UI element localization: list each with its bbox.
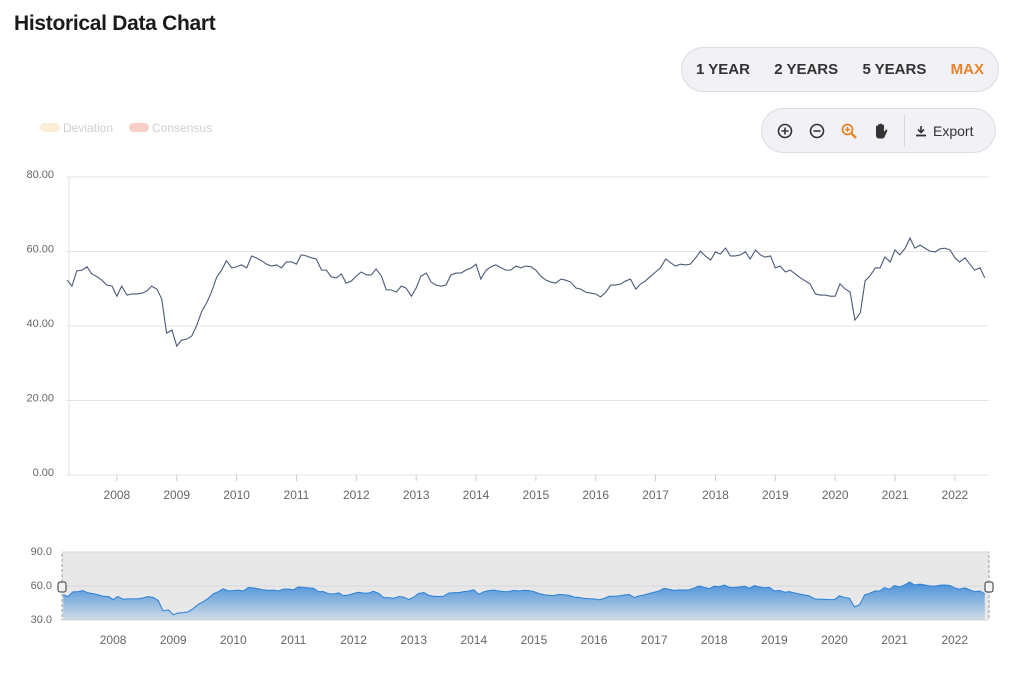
navigator-x-tick-label: 2008 [100, 633, 127, 647]
y-tick-label: 40.00 [26, 318, 54, 330]
navigator-area [63, 581, 985, 620]
x-tick-label: 2013 [403, 488, 430, 502]
navigator-x-tick-label: 2016 [581, 633, 608, 647]
y-tick-label: 20.00 [26, 392, 54, 404]
x-tick-label: 2014 [463, 488, 490, 502]
navigator-x-tick-label: 2022 [941, 633, 968, 647]
x-tick-label: 2019 [762, 488, 789, 502]
navigator-x-tick-label: 2011 [281, 633, 307, 647]
navigator-x-tick-label: 2012 [340, 633, 367, 647]
navigator-x-tick-label: 2013 [400, 633, 427, 647]
range-button[interactable]: 1 YEAR [696, 61, 750, 78]
x-tick-label: 2012 [343, 488, 370, 502]
range-button[interactable]: 5 YEARS [862, 61, 927, 78]
navigator-x-tick-label: 2015 [521, 633, 548, 647]
export-icon [916, 125, 926, 136]
navigator-x-tick-label: 2017 [641, 633, 668, 647]
range-button[interactable]: MAX [950, 61, 984, 78]
legend-swatch [40, 123, 60, 132]
navigator-line [63, 581, 986, 616]
toolbar-separator [904, 114, 905, 147]
navigator-y-tick-label: 90.0 [31, 546, 52, 558]
navigator-x-tick-label: 2019 [761, 633, 788, 647]
navigator-x-tick-label: 2020 [821, 633, 848, 647]
navigator-x-tick-label: 2009 [160, 633, 187, 647]
x-tick-label: 2022 [942, 488, 969, 502]
legend-label: Deviation [63, 121, 113, 135]
pan-icon[interactable] [872, 122, 890, 140]
y-tick-label: 0.00 [33, 467, 54, 479]
x-tick-label: 2018 [702, 488, 729, 502]
x-tick-label: 2011 [284, 488, 310, 502]
x-tick-label: 2017 [642, 488, 669, 502]
x-tick-label: 2010 [223, 488, 250, 502]
range-selector: 1 YEAR 2 YEARS 5 YEARS MAX [681, 47, 999, 92]
page-title: Historical Data Chart [14, 12, 216, 35]
range-button[interactable]: 2 YEARS [774, 61, 839, 78]
x-tick-label: 2020 [822, 488, 849, 502]
legend-swatch [129, 123, 150, 132]
navigator-x-tick-label: 2018 [701, 633, 728, 647]
navigator-handle [984, 581, 994, 593]
x-tick-label: 2009 [163, 488, 190, 502]
x-tick-label: 2021 [882, 488, 909, 502]
legend-label: Consensus [152, 121, 212, 135]
zoom-in-icon[interactable] [776, 122, 794, 140]
export-button[interactable]: Export [915, 123, 973, 139]
zoom-out-icon[interactable] [808, 122, 826, 140]
data-line [66, 236, 986, 348]
navigator-x-tick-label: 2014 [460, 633, 487, 647]
export-label[interactable]: Export [933, 122, 974, 139]
x-tick-label: 2015 [523, 488, 550, 502]
x-tick-label: 2008 [104, 488, 131, 502]
navigator-x-tick-label: 2021 [881, 633, 908, 647]
navigator-y-tick-label: 30.0 [31, 614, 52, 626]
y-tick-label: 60.00 [26, 243, 54, 255]
zoom-select-icon[interactable] [840, 122, 858, 140]
chart-toolbar: Export [761, 108, 996, 153]
x-tick-label: 2016 [582, 488, 609, 502]
y-tick-label: 80.00 [26, 169, 54, 181]
navigator-y-tick-label: 60.0 [31, 580, 52, 592]
navigator-handle [57, 581, 67, 593]
navigator-x-tick-label: 2010 [220, 633, 247, 647]
